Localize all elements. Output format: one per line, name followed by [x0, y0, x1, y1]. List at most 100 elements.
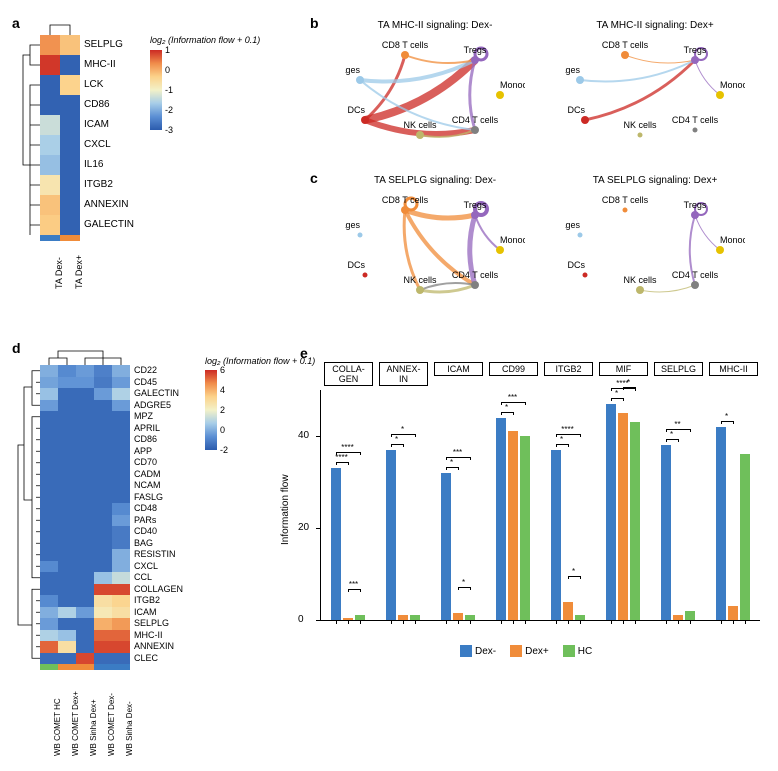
svg-text:Tregs: Tregs: [684, 200, 707, 210]
heatmap-d-cell: [94, 561, 112, 573]
panel-d-label: d: [12, 340, 21, 356]
heatmap-d-cell: [112, 561, 130, 573]
heatmap-d-cell: [94, 515, 112, 527]
svg-text:CD4 T cells: CD4 T cells: [452, 270, 499, 280]
heatmap-a-cell: [40, 95, 60, 115]
bar-x-tick: [513, 620, 514, 624]
heatmap-d-cell: [112, 503, 130, 515]
sig-stars: ***: [448, 448, 468, 457]
bar-group-header: MHC-II: [709, 362, 758, 376]
heatmap-d-cell: [94, 503, 112, 515]
heatmap-d-row-label: NCAM: [134, 480, 161, 490]
heatmap-d-cell: [58, 538, 76, 550]
svg-text:CD4 T cells: CD4 T cells: [672, 115, 719, 125]
heatmap-d-cell: [112, 480, 130, 492]
heatmap-a-cell: [40, 215, 60, 235]
heatmap-d-cell: [40, 595, 58, 607]
heatmap-a-legend-tick: -3: [165, 125, 173, 135]
svg-text:CD8 T cells: CD8 T cells: [602, 195, 649, 205]
heatmap-d-row-label: CD45: [134, 377, 157, 387]
heatmap-d-cell: [76, 561, 94, 573]
heatmap-d-cell: [76, 469, 94, 481]
heatmap-d-legend-tick: 0: [220, 425, 225, 435]
network-title: TA SELPLG signaling: Dex+: [565, 175, 745, 186]
sig-bracket: [678, 439, 679, 442]
heatmap-d-cell: [112, 607, 130, 619]
bar-legend: Dex-Dex+HC: [460, 645, 606, 657]
sig-bracket: [666, 439, 678, 440]
heatmap-d-cell: [112, 595, 130, 607]
heatmap-d-cell: [58, 515, 76, 527]
sig-bracket: [348, 462, 349, 465]
sig-bracket: [403, 444, 404, 447]
heatmap-d-cell: [58, 572, 76, 584]
heatmap-a-legend-bar: [150, 50, 162, 130]
heatmap-d-cell: [94, 641, 112, 653]
heatmap-d-cell: [112, 572, 130, 584]
heatmap-d-legend-tick: 2: [220, 405, 225, 415]
sig-bracket: [336, 462, 337, 465]
bar-group-header: CD99: [489, 362, 538, 376]
heatmap-d-cell: [40, 584, 58, 596]
heatmap-d-cell: [94, 411, 112, 423]
heatmap-d-cell: [94, 526, 112, 538]
heatmap-d-legend-tick: 4: [220, 385, 225, 395]
heatmap-d-row-label: ITGB2: [134, 595, 160, 605]
heatmap-d-cell: [40, 480, 58, 492]
bar-group-header: ICAM: [434, 362, 483, 376]
sig-bracket: [623, 387, 624, 390]
heatmap-d-cell: [76, 411, 94, 423]
sig-bracket: [721, 421, 722, 424]
heatmap-d-cell: [76, 400, 94, 412]
bar-group-header: ITGB2: [544, 362, 593, 376]
heatmap-a-cell: [40, 115, 60, 135]
heatmap-d-cell: [112, 584, 130, 596]
heatmap-d-cell: [94, 480, 112, 492]
network-svg: CD8 T cellsTregsMonocytesCD4 T cellsNK c…: [565, 190, 745, 310]
heatmap-d-cell: [58, 423, 76, 435]
heatmap-d-cell: [76, 538, 94, 550]
heatmap-d-cell: [94, 595, 112, 607]
bar: [441, 473, 451, 620]
panel-e-label: e: [300, 345, 308, 361]
sig-stars: *: [393, 425, 413, 434]
sig-bracket: [568, 576, 580, 577]
heatmap-d-cell: [58, 549, 76, 561]
heatmap-d-col-label: WB Sinha Dex-: [125, 701, 134, 756]
sig-bracket: [470, 587, 471, 590]
heatmap-a-cell: [40, 195, 60, 215]
network-svg: CD8 T cellsTregsMonocytesCD4 T cellsNK c…: [345, 35, 525, 155]
heatmap-d-cell: [76, 503, 94, 515]
network-title: TA SELPLG signaling: Dex-: [345, 175, 525, 186]
sig-bracket: [556, 444, 568, 445]
heatmap-d-cell: [112, 538, 130, 550]
heatmap-d-col-label: WB COMET Dex-: [107, 693, 116, 756]
sig-bracket: [458, 467, 459, 470]
heatmap-d-cell: [58, 411, 76, 423]
heatmap-a-legend-tick: -2: [165, 105, 173, 115]
sig-bracket: [556, 434, 580, 435]
heatmap-d-cell: [94, 388, 112, 400]
svg-text:NK cells: NK cells: [623, 120, 657, 130]
bar-x-tick: [666, 620, 667, 624]
sig-bracket: [446, 457, 470, 458]
heatmap-a-row-label: GALECTIN: [84, 219, 134, 230]
heatmap-d-cell: [76, 492, 94, 504]
heatmap-d-cell: [40, 630, 58, 642]
heatmap-a-cell: [40, 55, 60, 75]
bar-x-tick: [556, 620, 557, 624]
heatmap-d-cell: [40, 434, 58, 446]
heatmap-d-cell: [58, 503, 76, 515]
heatmap-a-cell: [60, 75, 80, 95]
bar: [728, 606, 738, 620]
heatmap-d-cell: [58, 584, 76, 596]
heatmap-d-col-label: WB COMET HC: [53, 698, 62, 756]
bar-x-tick: [391, 620, 392, 624]
heatmap-d-cell: [94, 400, 112, 412]
bar: [661, 445, 671, 620]
sig-bracket: [348, 589, 349, 592]
bar-legend-item: Dex+: [510, 646, 549, 657]
bar-legend-item: Dex-: [460, 646, 496, 657]
heatmap-a-row-label: SELPLG: [84, 39, 123, 50]
heatmap-d-row-label: CCL: [134, 572, 152, 582]
